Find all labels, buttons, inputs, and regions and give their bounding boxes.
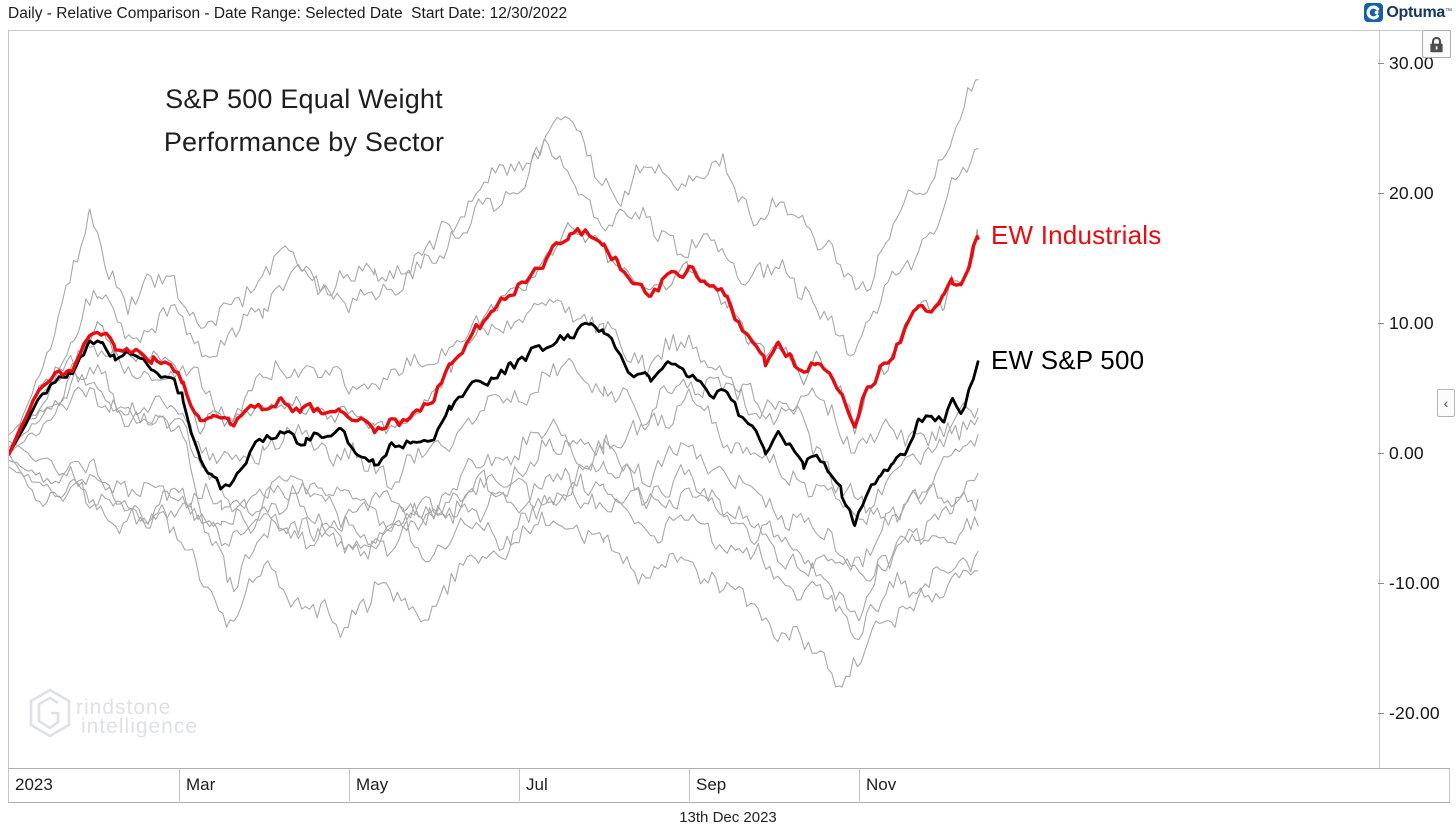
series-line-sector-10 bbox=[9, 466, 979, 582]
lock-icon bbox=[1430, 36, 1443, 52]
y-axis-tick--20.00: -20.00 bbox=[1378, 703, 1440, 723]
x-axis-month-cell-sep: Sep bbox=[689, 769, 859, 801]
series-line-sector-5 bbox=[9, 386, 979, 593]
y-tick-mark bbox=[1378, 582, 1384, 584]
series-line-sector-2 bbox=[9, 138, 979, 455]
axis-lock-button[interactable] bbox=[1422, 30, 1451, 58]
series-line-sector-8 bbox=[9, 440, 979, 688]
series-label-ew-industrials[interactable]: EW Industrials bbox=[991, 220, 1162, 250]
series-line-ew-s-p-500[interactable] bbox=[9, 321, 980, 528]
chart-plot-area[interactable]: S&P 500 Equal Weight Performance by Sect… bbox=[8, 30, 1380, 770]
x-axis-month-cell-may: May bbox=[349, 769, 519, 801]
y-tick-mark bbox=[1378, 62, 1384, 64]
watermark-line2: intelligence bbox=[81, 715, 199, 738]
series-line-sector-9 bbox=[9, 369, 979, 622]
y-tick-label: 0.00 bbox=[1389, 442, 1424, 463]
series-line-sector-3 bbox=[9, 298, 979, 454]
y-axis[interactable]: 30.00 20.00 10.00 0.00 -10.00 -20.00 bbox=[1378, 30, 1456, 768]
series-line-sector-1 bbox=[9, 79, 979, 455]
series-line-ew-industrials[interactable] bbox=[9, 226, 980, 456]
x-axis-month-cell-nov: Nov bbox=[859, 769, 1449, 801]
series-line-sector-6 bbox=[9, 376, 979, 638]
y-axis-tick-10.00: 10.00 bbox=[1378, 313, 1434, 333]
x-axis-month-cell-2023: 2023 bbox=[15, 775, 53, 794]
x-axis-month-bar[interactable]: 2023 Mar May Jul Sep Nov bbox=[8, 768, 1450, 803]
x-axis-month-cell-mar: Mar bbox=[179, 769, 349, 801]
y-tick-mark bbox=[1378, 452, 1384, 454]
chart-header-title: Daily - Relative Comparison - Date Range… bbox=[8, 5, 568, 22]
grindstone-hexagon-icon bbox=[28, 688, 72, 743]
y-tick-mark bbox=[1378, 192, 1384, 194]
y-tick-label: 20.00 bbox=[1389, 182, 1434, 203]
watermark-line1: rindstone bbox=[76, 696, 172, 719]
collapse-panel-button[interactable]: ‹ bbox=[1437, 389, 1455, 417]
y-tick-label: -20.00 bbox=[1389, 702, 1440, 723]
y-axis-tick--10.00: -10.00 bbox=[1378, 573, 1440, 593]
chart-title-line2: Performance by Sector bbox=[163, 127, 445, 157]
series-line-sector-4 bbox=[9, 357, 979, 526]
y-tick-label: -10.00 bbox=[1389, 572, 1440, 593]
chart-title-annotation: S&P 500 Equal Weight Performance by Sect… bbox=[64, 78, 544, 164]
chart-title-line1: S&P 500 Equal Weight bbox=[165, 84, 443, 114]
footer-selected-date: 13th Dec 2023 bbox=[679, 809, 777, 826]
optuma-logo-icon bbox=[1364, 3, 1384, 22]
y-tick-mark bbox=[1378, 322, 1384, 324]
y-tick-label: 10.00 bbox=[1389, 312, 1434, 333]
y-axis-tick-0.00: 0.00 bbox=[1378, 443, 1424, 463]
x-axis-month-cell-jul: Jul bbox=[519, 769, 689, 801]
optuma-logo: Optuma ™ bbox=[1364, 3, 1452, 22]
optuma-trademark: ™ bbox=[1445, 8, 1452, 15]
y-tick-mark bbox=[1378, 712, 1384, 714]
gutter-top-hairline bbox=[1378, 30, 1422, 31]
chevron-left-icon: ‹ bbox=[1443, 395, 1449, 411]
grindstone-watermark-text: rindstone intelligence bbox=[76, 696, 199, 738]
series-label-ew-sp500[interactable]: EW S&P 500 bbox=[991, 345, 1145, 375]
y-axis-tick-20.00: 20.00 bbox=[1378, 183, 1434, 203]
price-lines-canvas bbox=[9, 79, 980, 688]
series-line-sector-7 bbox=[9, 458, 979, 641]
series-line-industrials-sector-underlay bbox=[9, 222, 979, 455]
optuma-logo-text: Optuma bbox=[1386, 3, 1445, 21]
